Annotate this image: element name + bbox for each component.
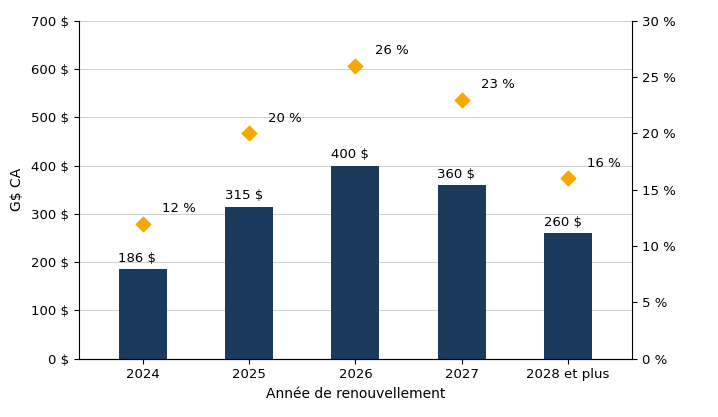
X-axis label: Année de renouvellement: Année de renouvellement	[266, 387, 445, 401]
Text: 23 %: 23 %	[481, 78, 515, 91]
Point	[137, 220, 149, 227]
Y-axis label: G$ CA: G$ CA	[10, 168, 24, 211]
Point	[456, 96, 467, 103]
Point	[350, 63, 361, 69]
Bar	[438, 185, 485, 359]
Text: 400 $: 400 $	[331, 148, 369, 161]
Bar	[544, 233, 592, 359]
Text: 315 $: 315 $	[225, 189, 263, 202]
Bar	[332, 166, 379, 359]
Text: 26 %: 26 %	[375, 44, 409, 57]
Text: 20 %: 20 %	[269, 112, 302, 125]
Bar	[119, 269, 167, 359]
Point	[562, 175, 574, 182]
Point	[243, 130, 255, 137]
Text: 12 %: 12 %	[162, 202, 196, 215]
Bar	[225, 207, 273, 359]
Text: 186 $: 186 $	[118, 251, 157, 264]
Text: 16 %: 16 %	[587, 157, 621, 170]
Text: 360 $: 360 $	[437, 168, 475, 181]
Text: 260 $: 260 $	[544, 216, 582, 229]
